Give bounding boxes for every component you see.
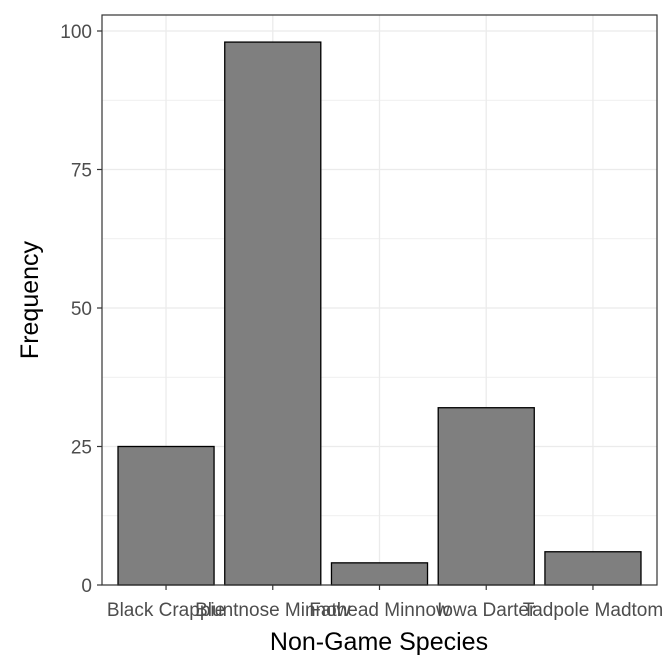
y-tick-label: 0 [81,576,92,597]
bar-fathead-minnow [330,562,429,586]
y-tick-label: 100 [60,22,92,43]
x-tick-label: Bluntnose Minnow [195,600,351,621]
y-tick-label: 50 [71,299,92,320]
bar-tadpole-madtom [544,551,642,586]
bars [117,41,642,586]
bar-iowa-darter [437,407,535,586]
y-tick-label: 75 [71,161,92,182]
x-tick-label: Iowa Darter [437,600,536,621]
y-tick-label: 25 [71,438,92,459]
x-tick-label: Fathead Minnow [309,600,450,621]
y-axis: 0 25 50 75 100 [60,22,102,597]
x-axis-title: Non-Game Species [270,628,488,656]
y-axis-title: Frequency [16,240,44,359]
bar-black-crappie [117,445,215,586]
bar-bluntnose-minnow [224,41,322,586]
x-tick-label: Black Crappie [107,600,225,621]
x-tick-label: Tadpole Madtom [523,600,663,621]
